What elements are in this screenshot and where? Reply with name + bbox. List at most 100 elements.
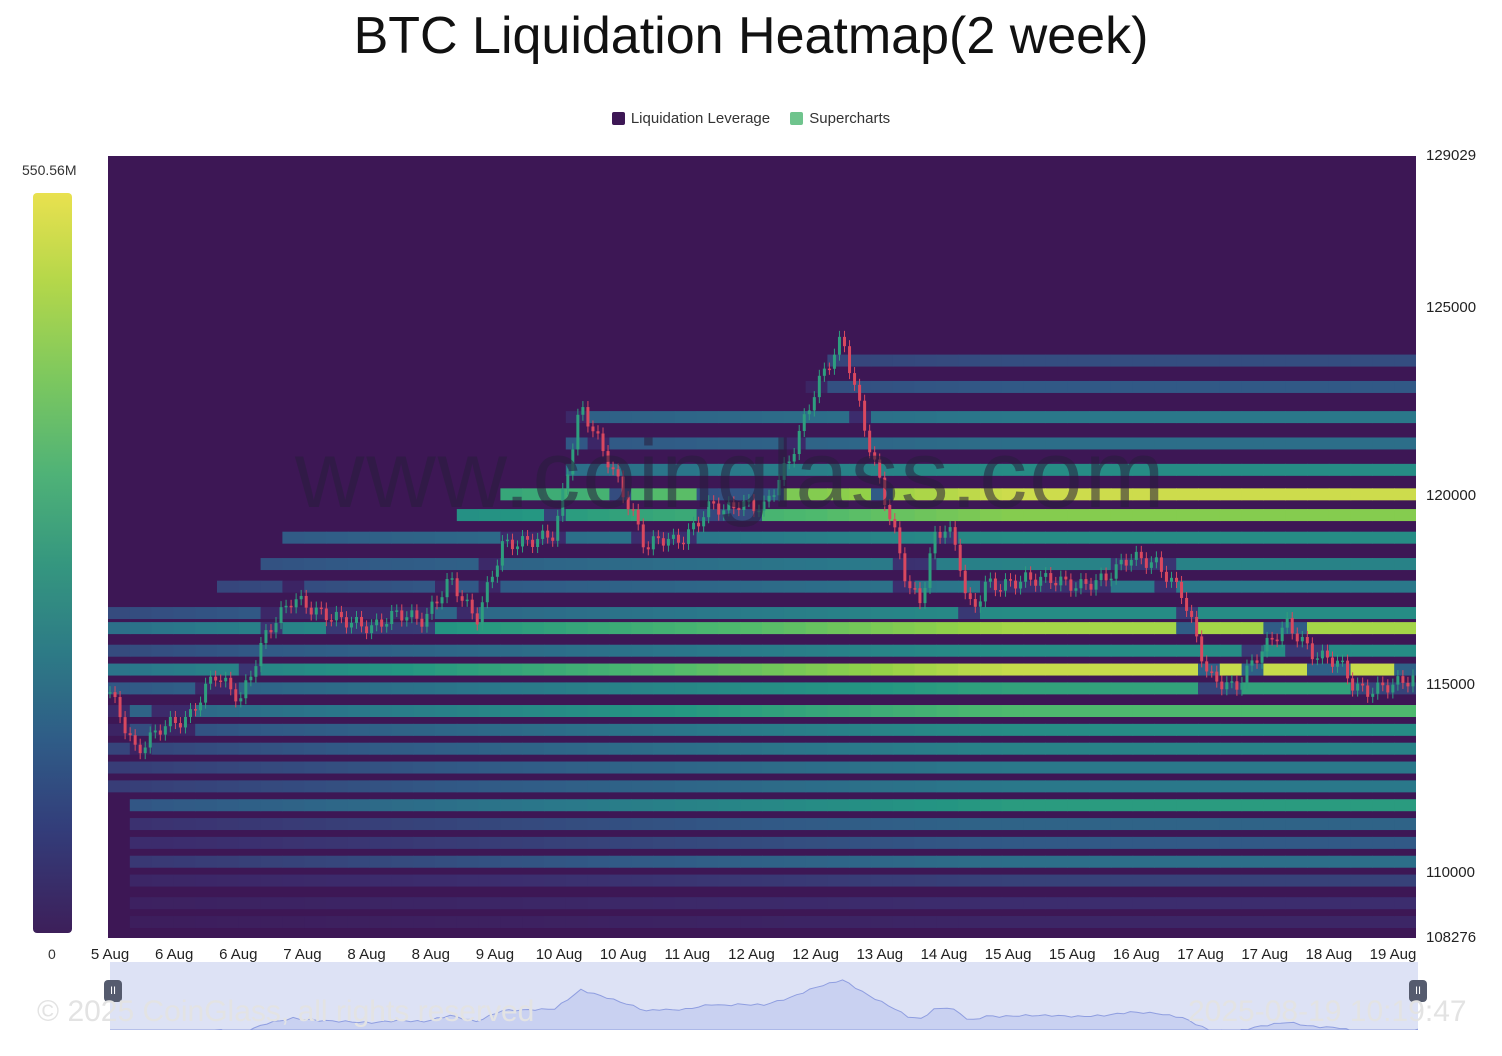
heatmap-cell bbox=[718, 463, 741, 476]
heatmap-cell bbox=[587, 836, 610, 849]
heatmap-cell bbox=[151, 818, 174, 831]
candle-body bbox=[1300, 636, 1304, 642]
heatmap-cell bbox=[762, 531, 785, 544]
heatmap-cell bbox=[260, 742, 283, 755]
candle-body bbox=[440, 597, 444, 604]
heatmap-cell bbox=[609, 780, 632, 793]
price-candles bbox=[108, 330, 1415, 760]
heatmap-cell bbox=[1132, 855, 1155, 868]
heatmap-cell bbox=[980, 622, 1003, 635]
heatmap-cell bbox=[1285, 836, 1308, 849]
x-tick-label: 11 Aug bbox=[664, 946, 711, 963]
time-navigator[interactable] bbox=[109, 962, 1419, 1042]
candle-body bbox=[365, 626, 369, 634]
heatmap-cell bbox=[326, 897, 349, 910]
heatmap-cell bbox=[892, 818, 916, 831]
y-tick-label: 129029 bbox=[1426, 147, 1477, 164]
heatmap-cell bbox=[1372, 411, 1395, 424]
heatmap-cell bbox=[980, 463, 1003, 476]
heatmap-cell bbox=[1241, 742, 1264, 755]
heatmap-cell bbox=[347, 761, 371, 774]
candle-body bbox=[128, 733, 132, 736]
legend-item-liquidation-leverage[interactable]: Liquidation Leverage bbox=[611, 110, 770, 127]
heatmap-cell bbox=[195, 761, 218, 774]
heatmap-cell bbox=[740, 874, 763, 887]
heatmap-cell bbox=[1132, 463, 1155, 476]
heatmap-cell bbox=[674, 799, 698, 812]
heatmap-cell bbox=[1001, 874, 1025, 887]
candle-body bbox=[1089, 583, 1093, 590]
heatmap-cell bbox=[805, 682, 828, 695]
heatmap-cell bbox=[892, 463, 916, 476]
heatmap-cell bbox=[1001, 607, 1025, 620]
heatmap-cell bbox=[304, 799, 327, 812]
heatmap-cell bbox=[805, 916, 828, 929]
heatmap-cell bbox=[871, 723, 894, 736]
heatmap-cell bbox=[740, 531, 763, 544]
candle-body bbox=[863, 400, 867, 431]
heatmap-cell bbox=[1110, 761, 1134, 774]
heatmap-cell bbox=[500, 682, 523, 695]
heatmap-cell bbox=[871, 463, 894, 476]
navigator-left-handle[interactable]: II bbox=[104, 980, 122, 1002]
heatmap-cell bbox=[478, 663, 501, 676]
heatmap-cell bbox=[1219, 780, 1243, 793]
candle-body bbox=[792, 454, 796, 462]
heatmap-cell bbox=[914, 916, 937, 929]
candle-body bbox=[928, 553, 932, 588]
heatmap-cell bbox=[1241, 836, 1264, 849]
heatmap-cell bbox=[958, 488, 981, 501]
candle-body bbox=[304, 595, 308, 608]
heatmap-cell bbox=[1023, 780, 1046, 793]
liquidation-band bbox=[827, 354, 1416, 367]
liquidation-band bbox=[565, 411, 1416, 424]
heatmap-cell bbox=[544, 742, 567, 755]
heatmap-cell bbox=[238, 916, 262, 929]
heatmap-cell bbox=[1285, 663, 1308, 676]
heatmap-cell bbox=[958, 622, 981, 635]
heatmap-cell bbox=[1350, 437, 1373, 450]
heatmap-cell bbox=[1110, 742, 1134, 755]
candle-body bbox=[1069, 579, 1073, 591]
heatmap-cell bbox=[1023, 761, 1046, 774]
navigator-right-handle[interactable]: II bbox=[1409, 980, 1427, 1002]
candle-body bbox=[827, 368, 831, 371]
candle-body bbox=[1371, 693, 1375, 697]
heatmap-cell bbox=[1263, 509, 1286, 522]
candle-body bbox=[1245, 665, 1249, 683]
liquidation-band bbox=[129, 818, 1416, 831]
candle-body bbox=[641, 524, 645, 548]
heatmap-cell bbox=[435, 874, 458, 887]
heatmap-cell bbox=[762, 488, 785, 501]
heatmap-cell bbox=[1328, 761, 1352, 774]
candle-body bbox=[284, 605, 288, 608]
heatmap-cell bbox=[282, 558, 305, 571]
heatmap-cell bbox=[1198, 682, 1221, 695]
heatmap-cell bbox=[1067, 818, 1090, 831]
heatmap-cell bbox=[282, 761, 305, 774]
heatmap-cell bbox=[565, 780, 589, 793]
heatmap-cell bbox=[1263, 836, 1286, 849]
candle-body bbox=[878, 459, 882, 478]
legend-item-supercharts[interactable]: Supercharts bbox=[790, 110, 890, 127]
heatmap-cell bbox=[1350, 644, 1373, 657]
heatmap-cell bbox=[1328, 916, 1352, 929]
candle-body bbox=[264, 630, 268, 643]
heatmap-cell bbox=[1089, 780, 1112, 793]
heatmap-cell bbox=[980, 437, 1003, 450]
heatmap-cell bbox=[173, 607, 196, 620]
heatmap-cell bbox=[1132, 874, 1155, 887]
heatmap-cell bbox=[653, 580, 676, 593]
heatmap-cell bbox=[914, 411, 937, 424]
heatmap-cell bbox=[936, 463, 959, 476]
heatmap-cell bbox=[1089, 705, 1112, 718]
heatmap-cell bbox=[1067, 705, 1090, 718]
heatmap-plot[interactable] bbox=[108, 156, 1416, 938]
heatmap-cell bbox=[1176, 916, 1199, 929]
heatmap-cell bbox=[413, 644, 436, 657]
heatmap-cell bbox=[762, 463, 785, 476]
candle-body bbox=[687, 529, 691, 544]
heatmap-cell bbox=[435, 644, 458, 657]
candle-body bbox=[938, 531, 942, 538]
heatmap-cell bbox=[173, 742, 196, 755]
